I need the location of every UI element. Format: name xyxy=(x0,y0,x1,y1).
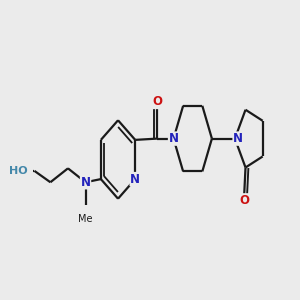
Text: N: N xyxy=(130,172,140,186)
Text: O: O xyxy=(239,194,249,207)
Text: O: O xyxy=(152,95,162,108)
Text: HO: HO xyxy=(9,166,28,176)
Text: N: N xyxy=(233,132,243,145)
Text: Me: Me xyxy=(78,214,93,224)
Text: N: N xyxy=(169,132,178,145)
Text: N: N xyxy=(80,176,91,189)
